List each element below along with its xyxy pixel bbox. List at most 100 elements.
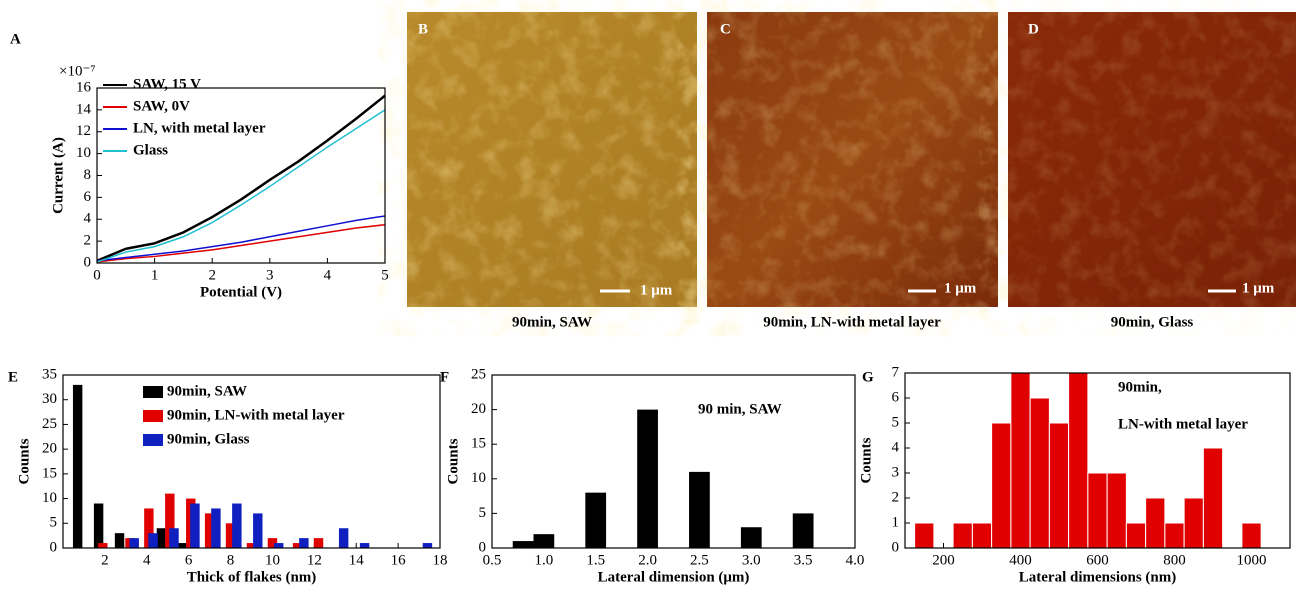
x-tick-label: 14	[349, 552, 365, 568]
x-axis-label: Lateral dimensions (nm)	[1019, 569, 1177, 585]
bar	[1183, 497, 1204, 549]
bar	[177, 543, 188, 548]
x-tick-label: 3.0	[742, 552, 761, 568]
panel-label: B	[418, 21, 428, 37]
y-tick-label: 12	[76, 123, 91, 139]
caption: 90min, SAW	[512, 314, 592, 330]
x-axis-label: Thick of flakes (nm)	[187, 569, 317, 585]
plot-frame	[62, 374, 441, 549]
x-tick-label: 8	[227, 552, 235, 568]
panel-label: D	[1028, 21, 1039, 37]
annotation: 90 min, SAW	[698, 401, 782, 417]
bar	[211, 508, 221, 548]
bar	[114, 533, 125, 548]
x-tick-label: 0.5	[483, 552, 502, 568]
bar	[1068, 372, 1089, 549]
bar	[991, 422, 1012, 549]
y-tick-label: 1	[892, 514, 900, 530]
bar	[225, 523, 236, 548]
bar	[952, 522, 973, 549]
legend-swatch	[143, 410, 163, 422]
bar	[148, 533, 158, 548]
panel-label: A	[10, 31, 21, 47]
y-axis-label: Counts	[858, 437, 874, 483]
y-tick-label: 14	[76, 101, 92, 117]
y-tick-label: 15	[471, 436, 486, 452]
scale-label: 1 μm	[640, 282, 673, 298]
x-tick-label: 1.0	[534, 552, 553, 568]
bar	[190, 503, 200, 548]
scale-label: 1 μm	[944, 280, 977, 296]
y-tick-label: 10	[471, 470, 486, 486]
y-tick-label: 5	[50, 515, 58, 531]
x-tick-label: 3	[266, 267, 274, 283]
bar	[512, 541, 534, 548]
x-tick-label: 4	[143, 552, 151, 568]
x-tick-label: 0	[93, 267, 101, 283]
y-tick-label: 15	[42, 465, 57, 481]
bar	[232, 503, 242, 548]
panel-label: G	[862, 369, 874, 385]
legend-label: 90min, Glass	[167, 431, 250, 447]
x-tick-label: 2	[101, 552, 109, 568]
y-axis-label: Counts	[16, 438, 32, 484]
y-tick-label: 30	[42, 391, 57, 407]
y-tick-label: 16	[76, 79, 92, 95]
y-tick-label: 0	[84, 254, 92, 270]
x-tick-label: 1000	[1237, 552, 1267, 568]
legend-label: LN, with metal layer	[133, 120, 266, 136]
bar	[359, 543, 370, 548]
y-tick-label: 0	[892, 539, 900, 555]
y-tick-label: 6	[84, 189, 92, 205]
y-tick-label: 4	[892, 439, 900, 455]
legend-swatch	[143, 434, 163, 446]
bar	[1048, 422, 1070, 549]
bar	[637, 409, 658, 548]
panel-label: F	[440, 369, 449, 385]
bar	[1087, 472, 1108, 549]
bar	[1010, 372, 1031, 549]
y-tick-label: 5	[479, 505, 487, 521]
x-tick-label: 2.0	[638, 552, 657, 568]
afm-image: B 1 μm 90min, SAW	[407, 12, 697, 330]
bar	[274, 543, 284, 548]
y-tick-label: 10	[76, 145, 91, 161]
y-axis-label: Counts	[445, 438, 461, 484]
x-tick-label: 6	[185, 552, 193, 568]
y-tick-label: 6	[892, 389, 900, 405]
x-tick-label: 18	[433, 552, 448, 568]
legend-label: 90min, SAW	[167, 383, 247, 399]
bar	[1241, 522, 1262, 549]
legend-label: SAW, 0V	[133, 98, 190, 114]
y-tick-label: 2	[892, 489, 900, 505]
bar	[165, 493, 175, 548]
annotation: 90min,	[1118, 379, 1162, 395]
x-tick-label: 12	[307, 552, 322, 568]
bar	[1125, 522, 1147, 549]
bar	[72, 384, 83, 548]
bar	[914, 522, 935, 549]
bar	[1202, 447, 1224, 549]
bar	[246, 543, 257, 548]
x-tick-label: 2	[208, 267, 216, 283]
legend-label: 90min, LN-with metal layer	[167, 407, 345, 423]
annotation: LN-with metal layer	[1118, 416, 1248, 432]
panel-label: E	[8, 369, 18, 385]
bar	[1029, 397, 1050, 549]
y-tick-label: 0	[479, 539, 487, 555]
line	[96, 94, 386, 262]
legend-label: SAW, 15 V	[133, 76, 201, 92]
bar	[156, 528, 167, 548]
y-tick-label: 35	[42, 366, 57, 382]
x-axis-label: Potential (V)	[200, 284, 282, 300]
scale-label: 1 μm	[1242, 280, 1275, 296]
y-tick-label: 3	[892, 464, 900, 480]
caption: 90min, LN-with metal layer	[763, 314, 941, 330]
bar	[971, 522, 993, 549]
y-tick-label: 4	[84, 211, 92, 227]
bar	[740, 527, 762, 548]
x-tick-label: 5	[381, 267, 389, 283]
plot-frame	[491, 374, 856, 549]
bar	[204, 513, 215, 548]
